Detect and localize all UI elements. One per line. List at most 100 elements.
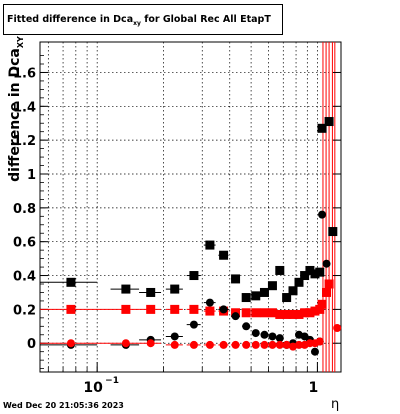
axis-ticks: 0 0.2 0.4 0.6 0.8 1 1.2 1.4 1.6 10 −1 1 [13,55,341,396]
data-point-square [66,304,76,314]
data-point-circle [275,340,284,349]
data-point-circle [268,332,277,341]
y-tick-label: 0.2 [13,303,36,318]
y-tick-label: 0.6 [13,236,36,251]
y-tick-label: 1.2 [13,134,36,149]
y-tick-label: 0.4 [13,270,36,285]
data-point-square [288,309,298,319]
data-point-square [310,269,320,279]
data-point-square [275,265,285,275]
data-point-circle [231,340,240,349]
data-point-square [121,304,131,314]
x-tick-exponent: −1 [105,376,119,386]
timestamp: Wed Dec 20 21:05:36 2023 [3,401,124,410]
data-point-square [315,304,325,314]
y-axis-label: difference in DcaXY [7,29,25,189]
data-point-circle [121,339,130,348]
data-point-square [322,287,332,297]
data-point-square [282,309,292,319]
data-point-circle [260,340,269,349]
data-point-circle [189,320,198,329]
data-point-square [251,308,261,318]
data-point-square [317,299,327,309]
x-tick-label: 10 [83,380,103,396]
data-point-square [146,304,156,314]
y-axis-label-subscript: XY [16,36,25,49]
data-point-circle [231,312,240,321]
data-point-circle [242,322,251,331]
data-point-square [146,287,156,297]
data-point-square [241,293,251,303]
y-axis-label-main: difference in Dca [7,48,23,182]
data-point-square [275,309,285,319]
chart-title-subscript: xy [133,20,141,27]
data-point-square [267,281,277,291]
data-point-circle [282,340,291,349]
data-point-square [189,304,199,314]
data-point-square [170,304,180,314]
data-point-square [328,227,338,237]
data-point-square [219,250,229,260]
y-tick-label: 1.4 [13,100,36,115]
y-tick-label: 1 [27,168,36,183]
data-point-square [170,284,180,294]
data-point-square [259,308,269,318]
data-point-circle [275,334,284,343]
data-point-square [305,265,315,275]
data-point-circle [268,340,277,349]
data-point-circle [205,340,214,349]
data-point-circle [170,340,179,349]
data-point-square [294,277,304,287]
data-point-square [324,279,334,289]
x-tick-label: 1 [309,380,319,396]
data-point-circle [189,340,198,349]
data-point-square [267,308,277,318]
data-point-circle [170,332,179,341]
data-point-square [300,271,310,281]
data-point-square [189,271,199,281]
data-point-square [251,291,261,301]
data-point-square [231,274,241,284]
data-point-square [294,309,304,319]
data-point-square [66,277,76,287]
data-point-circle [322,259,331,268]
data-point-square [205,240,215,250]
data-point-circle [251,329,260,338]
data-point-circle [66,339,75,348]
data-point-square [259,287,269,297]
chart-title-main: Fitted difference in Dca [7,14,134,25]
data-point-circle [318,210,327,219]
data-point-square [305,308,315,318]
data-point-square [300,308,310,318]
grid [40,42,341,372]
red-vertical-lines [322,42,336,372]
x-axis-label: η [331,397,340,412]
data-point-circle [260,330,269,339]
chart-title-suffix: for Global Rec All EtapT [140,14,271,25]
y-tick-label: 0.8 [13,202,36,217]
data-point-square [282,293,292,303]
data-point-circle [146,339,155,348]
data-point-circle [310,347,319,356]
data-point-square [324,117,334,127]
data-point-square [205,306,215,316]
plot-frame [39,41,342,373]
data-point-circle [251,340,260,349]
data-point-square [241,308,251,318]
data-point-square [121,284,131,294]
data-point-square [317,123,327,133]
data-point-circle [294,340,303,349]
y-tick-label: 0 [27,337,36,352]
data-point-circle [242,340,251,349]
data-point-square [315,267,325,277]
data-point-square [288,286,298,296]
data-point-circle [315,337,324,346]
data-point-circle [205,298,214,307]
data-marks [40,117,342,356]
data-point-circle [333,324,342,332]
data-point-circle [219,305,228,314]
data-point-square [310,306,320,316]
data-point-circle [219,340,228,349]
chart-title: Fitted difference in Dcaxy for Global Re… [3,4,283,35]
